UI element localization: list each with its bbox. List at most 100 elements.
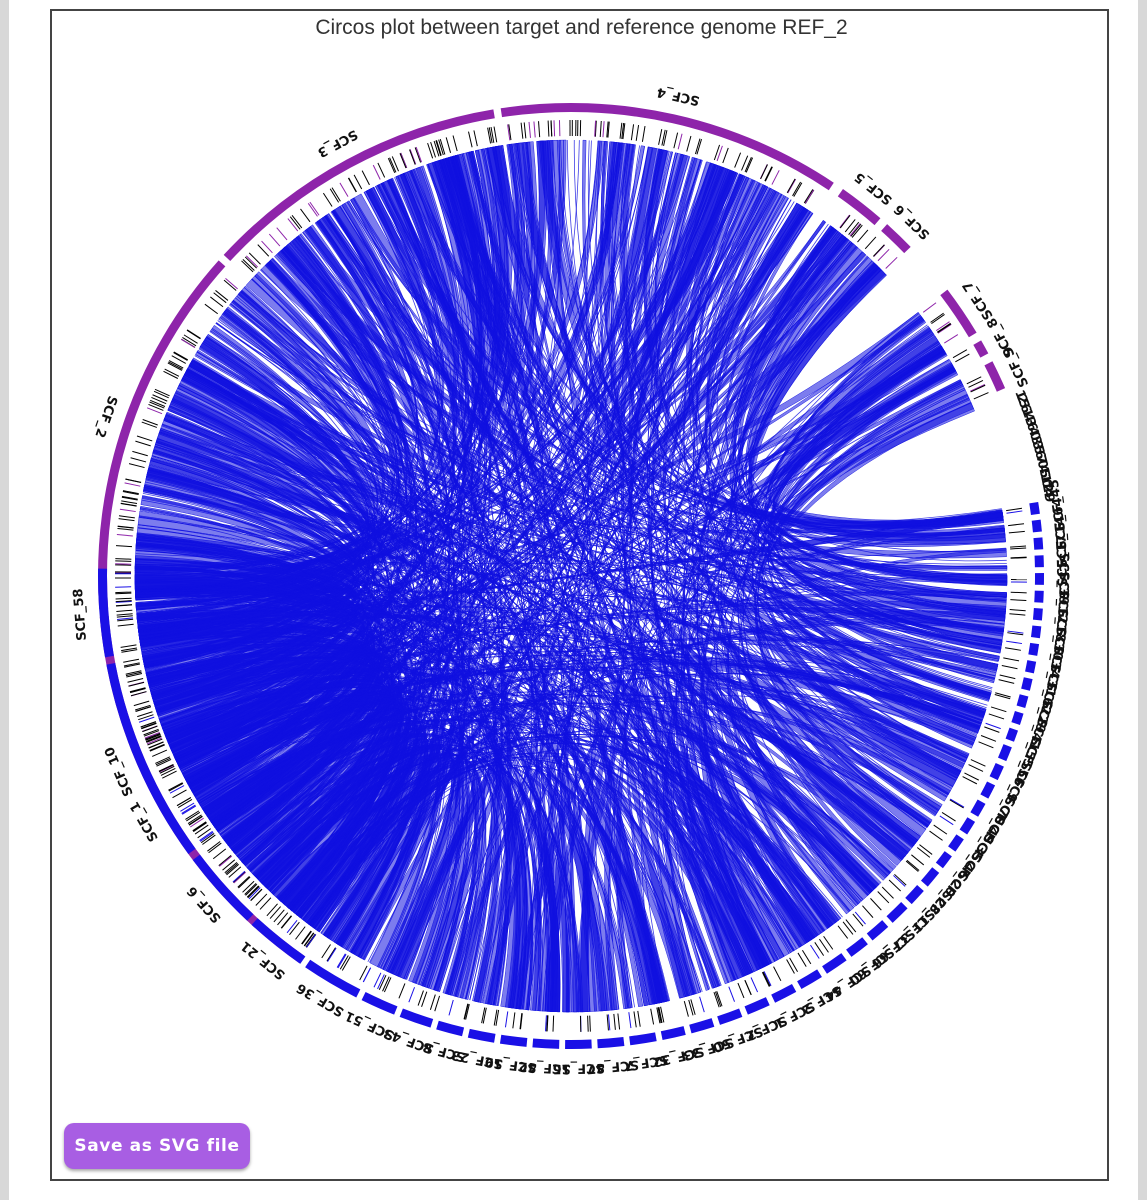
track-feature bbox=[493, 126, 498, 143]
track-feature bbox=[939, 815, 954, 826]
track-feature bbox=[978, 741, 994, 749]
synteny-link bbox=[138, 180, 443, 629]
reference-segment bbox=[948, 834, 964, 852]
synteny-link bbox=[228, 302, 950, 802]
track-feature bbox=[998, 679, 1015, 684]
track-feature bbox=[129, 687, 146, 693]
synteny-link bbox=[137, 162, 712, 624]
track-feature bbox=[762, 971, 771, 987]
synteny-link bbox=[196, 183, 761, 800]
track-feature bbox=[115, 604, 132, 607]
synteny-link bbox=[277, 164, 475, 900]
track-feature bbox=[545, 1015, 547, 1032]
reference-segment bbox=[822, 953, 847, 974]
synteny-link bbox=[538, 154, 685, 1011]
track-feature bbox=[409, 149, 416, 165]
synteny-link bbox=[214, 702, 394, 832]
synteny-link bbox=[439, 160, 993, 689]
track-feature bbox=[123, 662, 140, 667]
track-feature bbox=[1001, 664, 1018, 670]
track-feature bbox=[970, 759, 986, 767]
track-feature bbox=[773, 966, 782, 982]
target-segment-label: SCF_4 bbox=[656, 84, 702, 108]
synteny-link bbox=[745, 251, 1006, 618]
small-segment-label: 5 bbox=[1030, 444, 1047, 457]
synteny-link bbox=[707, 227, 856, 908]
track-feature bbox=[327, 947, 337, 962]
track-feature bbox=[222, 859, 236, 871]
synteny-link bbox=[161, 686, 613, 1011]
track-feature bbox=[786, 178, 796, 194]
track-feature bbox=[764, 166, 773, 182]
track-feature bbox=[434, 995, 441, 1012]
synteny-link bbox=[256, 738, 824, 932]
track-feature bbox=[146, 737, 163, 745]
track-feature bbox=[218, 855, 232, 866]
reference-segment bbox=[106, 662, 196, 855]
track-feature bbox=[125, 671, 142, 677]
track-feature bbox=[877, 248, 890, 262]
synteny-link bbox=[620, 143, 1007, 562]
reference-segment bbox=[797, 969, 822, 990]
synteny-link bbox=[257, 749, 468, 984]
synteny-link bbox=[212, 237, 416, 826]
track-feature bbox=[916, 847, 931, 858]
track-feature bbox=[373, 972, 382, 988]
track-feature bbox=[307, 203, 318, 217]
track-feature bbox=[122, 490, 139, 495]
synteny-link bbox=[182, 691, 391, 854]
reference-segment bbox=[98, 568, 114, 658]
synteny-link bbox=[164, 690, 503, 1005]
track-feature bbox=[1009, 613, 1026, 616]
track-feature bbox=[377, 974, 385, 990]
track-feature bbox=[124, 482, 141, 487]
synteny-link bbox=[345, 207, 805, 950]
track-feature bbox=[1006, 507, 1023, 512]
track-feature bbox=[204, 303, 219, 315]
track-feature bbox=[857, 229, 869, 243]
track-feature bbox=[872, 244, 885, 257]
track-feature bbox=[167, 362, 183, 371]
synteny-link bbox=[387, 180, 1008, 577]
synteny-link bbox=[310, 748, 843, 927]
synteny-link bbox=[251, 278, 428, 925]
track-feature bbox=[130, 688, 146, 694]
track-feature bbox=[619, 122, 623, 139]
save-svg-button[interactable]: Save as SVG file bbox=[64, 1123, 250, 1169]
synteny-link bbox=[478, 324, 928, 1003]
track-feature bbox=[115, 597, 132, 600]
track-feature bbox=[888, 879, 902, 892]
synteny-link bbox=[163, 418, 769, 965]
track-feature bbox=[301, 930, 312, 945]
track-feature bbox=[232, 870, 246, 883]
track-feature bbox=[168, 361, 183, 370]
track-feature bbox=[148, 741, 164, 749]
track-feature bbox=[339, 182, 349, 197]
small-segment-label: 6 bbox=[1023, 420, 1040, 433]
track-feature bbox=[215, 290, 229, 301]
track-feature bbox=[786, 959, 795, 974]
synteny-link bbox=[207, 142, 532, 817]
track-feature bbox=[200, 833, 215, 844]
track-feature bbox=[116, 609, 133, 612]
track-feature bbox=[690, 999, 696, 1015]
track-feature bbox=[143, 730, 160, 737]
synteny-link bbox=[135, 546, 773, 964]
track-feature bbox=[482, 1007, 487, 1024]
reference-segment-label: SCF_30 bbox=[1049, 608, 1070, 662]
synteny-link bbox=[164, 418, 822, 934]
synteny-link bbox=[611, 142, 1007, 576]
synteny-link bbox=[155, 441, 1001, 649]
synteny-link bbox=[610, 143, 736, 981]
track-feature bbox=[864, 236, 877, 250]
synteny-link bbox=[137, 603, 356, 648]
track-feature bbox=[677, 133, 683, 150]
synteny-link bbox=[210, 707, 400, 862]
track-feature bbox=[1007, 632, 1024, 636]
track-feature bbox=[427, 142, 434, 159]
track-feature bbox=[839, 214, 850, 228]
track-feature bbox=[533, 121, 536, 138]
synteny-link bbox=[680, 256, 869, 976]
track-feature bbox=[617, 1013, 621, 1030]
reference-segment bbox=[997, 744, 1012, 762]
